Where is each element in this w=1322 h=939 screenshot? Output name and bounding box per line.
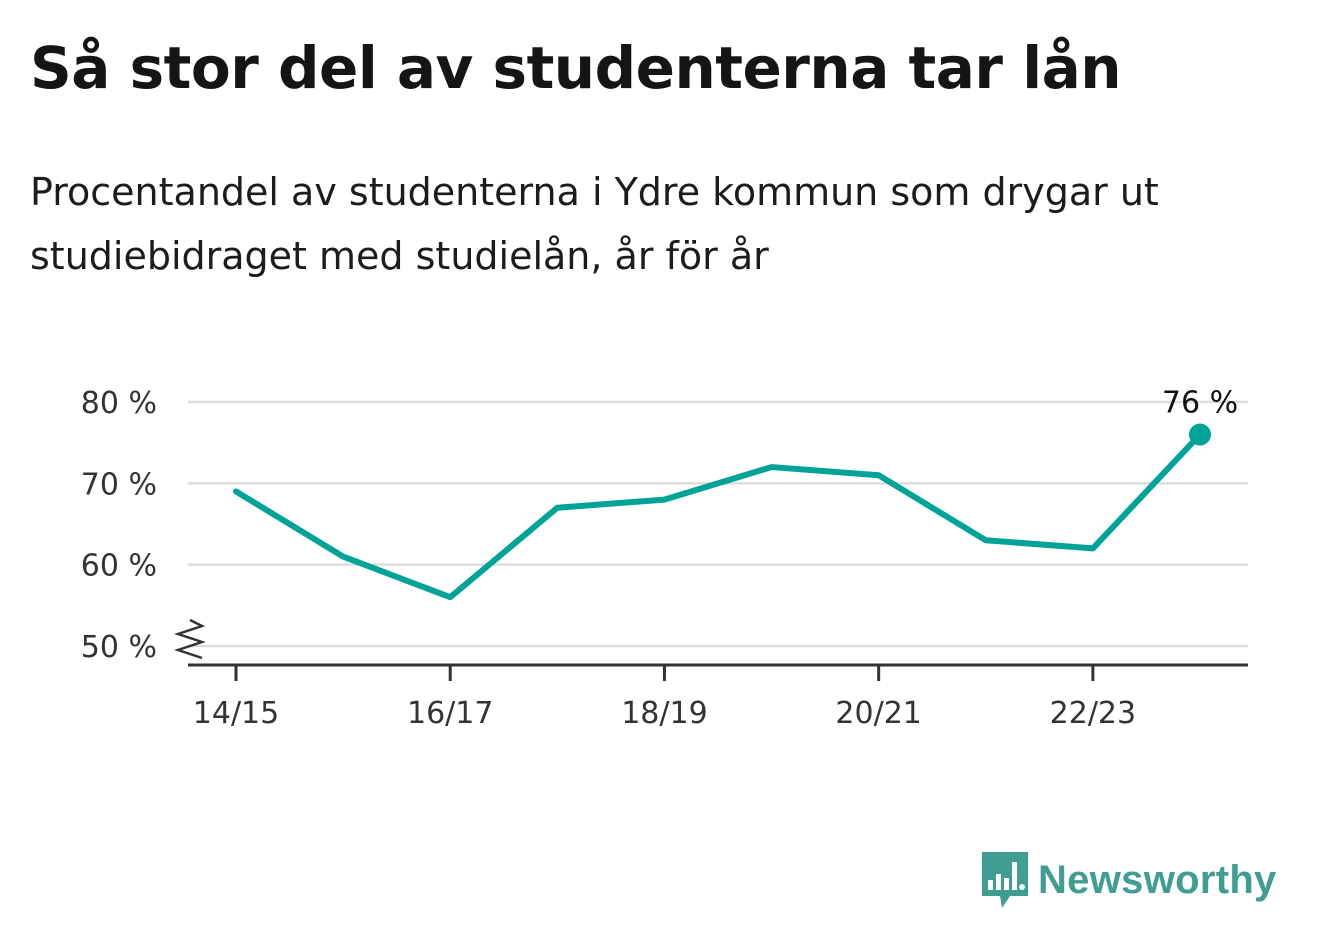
newsworthy-logo: Newsworthy <box>980 850 1277 910</box>
series-line <box>233 431 1203 601</box>
y-tick-label: 50 % <box>81 630 157 665</box>
y-tick-label: 60 % <box>81 549 157 584</box>
series-layer <box>233 423 1211 601</box>
x-tick-label: 16/17 <box>407 696 493 731</box>
data-label: 76 % <box>1162 386 1238 421</box>
bar-chart-speech-bubble-icon <box>982 852 1028 908</box>
data-point <box>1189 423 1211 446</box>
gridlines <box>188 400 1248 648</box>
y-tick-label: 80 % <box>81 386 157 421</box>
data-labels: 76 % <box>1162 386 1238 421</box>
x-tick-label: 22/23 <box>1050 696 1136 731</box>
x-tick-label: 14/15 <box>193 696 279 731</box>
x-tick-label: 20/21 <box>835 696 921 731</box>
y-tick-label: 70 % <box>81 467 157 502</box>
x-tick-label: 18/19 <box>621 696 707 731</box>
x-axis: 14/15 16/17 18/19 20/21 22/23 <box>188 663 1248 731</box>
chart-subtitle: Procentandel av studenterna i Ydre kommu… <box>30 170 1159 278</box>
y-axis-ticks: 50 % 60 % 70 % 80 % <box>81 386 206 665</box>
brand-name: Newsworthy <box>1038 857 1277 902</box>
chart-title: Så stor del av studenterna tar lån <box>30 34 1122 102</box>
axis-break-icon <box>174 618 206 660</box>
